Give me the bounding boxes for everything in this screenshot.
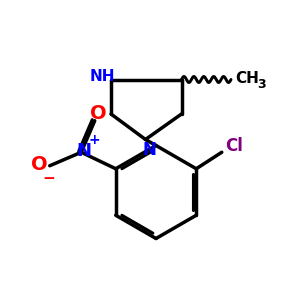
Text: 3: 3 <box>257 77 266 91</box>
Text: +: + <box>89 133 100 147</box>
Text: O: O <box>31 155 47 174</box>
Text: CH: CH <box>236 70 260 86</box>
Text: O: O <box>90 104 106 123</box>
Text: −: − <box>43 171 56 186</box>
Text: Cl: Cl <box>225 137 243 155</box>
Text: N: N <box>142 141 156 159</box>
Text: N: N <box>76 142 91 160</box>
Text: NH: NH <box>89 69 115 84</box>
